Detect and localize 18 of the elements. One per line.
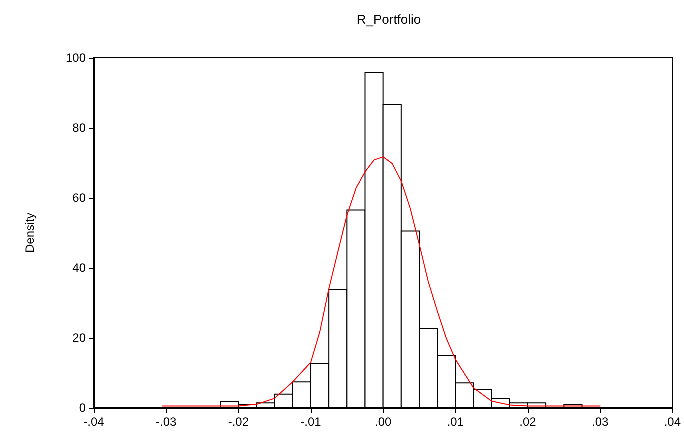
x-tick-label: .02 [520,415,537,429]
chart-title: R_Portfolio [356,12,422,27]
x-tick-label: -.02 [228,415,250,429]
x-tick-label: -.04 [84,415,105,429]
x-tick-label: -.01 [300,415,322,429]
x-tick-label: .03 [592,415,609,429]
line-series [162,156,601,407]
x-tick-label: .01 [447,415,464,429]
y-tick-label: 80 [72,121,86,135]
x-tick-label: .00 [374,415,392,429]
y-axis-title: Density [23,212,37,254]
x-tick-label: .04 [664,415,682,429]
y-tick-label: 60 [72,191,86,205]
y-tick-label: 40 [72,261,86,275]
y-tick-label: 100 [66,51,86,65]
y-tick-label: 20 [72,331,86,345]
y-tick-label: 0 [79,401,86,415]
x-tick-label: -.03 [156,415,177,429]
